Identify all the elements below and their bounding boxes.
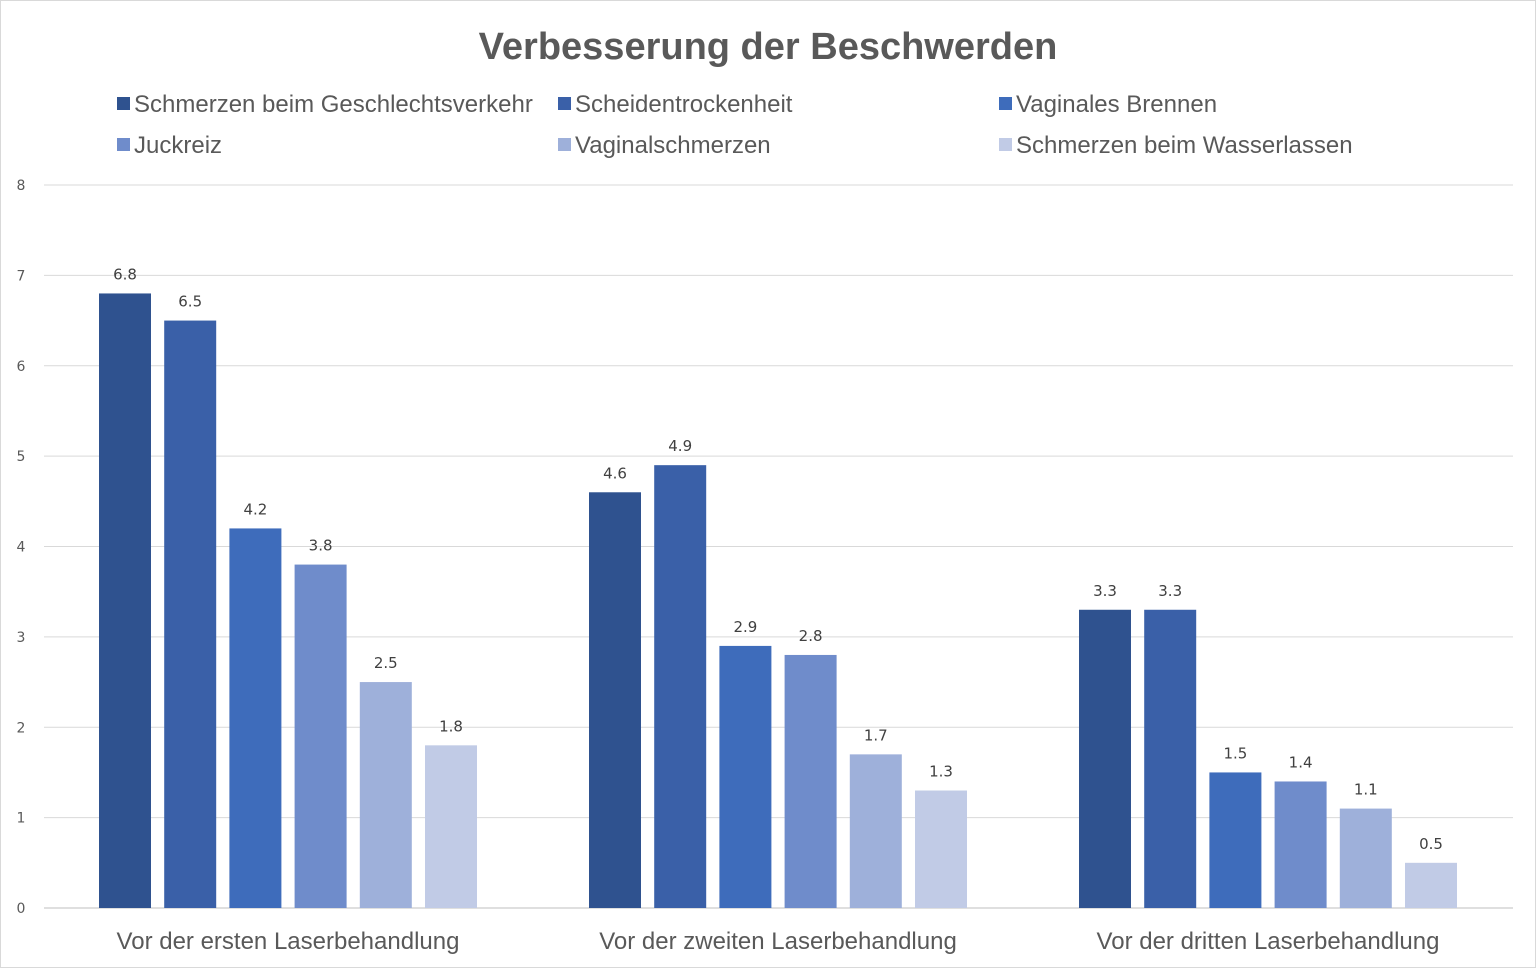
data-label: 6.8 <box>113 265 137 283</box>
legend-item: Schmerzen beim Geschlechtsverkehr <box>117 91 533 118</box>
bar <box>719 645 772 908</box>
y-tick-label: 0 <box>17 901 26 917</box>
bar <box>294 564 347 908</box>
bar <box>589 492 641 908</box>
y-tick-label: 5 <box>17 449 26 465</box>
y-tick-label: 7 <box>17 268 26 284</box>
data-label: 1.8 <box>439 717 463 735</box>
data-label: 2.9 <box>733 618 757 636</box>
legend-item: Scheidentrockenheit <box>558 91 793 118</box>
y-axis: 0 1 2 3 4 5 6 7 8 <box>17 178 26 917</box>
legend-label: Vaginalschmerzen <box>575 132 771 159</box>
data-label: 2.5 <box>374 654 398 672</box>
bar <box>1079 609 1131 908</box>
data-label: 4.2 <box>243 500 267 518</box>
bar <box>915 790 967 908</box>
legend-swatch <box>558 97 571 110</box>
legend-swatch <box>117 138 130 151</box>
legend-item: Schmerzen beim Wasserlassen <box>999 132 1353 159</box>
bar <box>784 654 837 908</box>
bar <box>654 465 707 908</box>
data-label: 1.3 <box>929 763 953 781</box>
y-tick-label: 6 <box>17 359 26 375</box>
bar <box>1339 808 1392 908</box>
x-category-label: Vor der dritten Laserbehandlung <box>1097 928 1440 955</box>
chart-title: Verbesserung der Beschwerden <box>479 26 1058 68</box>
data-label: 3.8 <box>309 537 333 555</box>
legend: Schmerzen beim Geschlechtsverkehr Scheide… <box>117 91 1353 159</box>
legend-item: Juckreiz <box>117 132 222 159</box>
y-tick-label: 8 <box>17 178 26 194</box>
legend-swatch <box>117 97 130 110</box>
data-label: 1.1 <box>1354 781 1378 799</box>
legend-item: Vaginalschmerzen <box>558 132 771 159</box>
data-label: 0.5 <box>1419 835 1443 853</box>
legend-swatch <box>999 97 1012 110</box>
data-label: 4.6 <box>603 464 627 482</box>
bar <box>99 293 151 908</box>
bar <box>229 528 282 908</box>
bar <box>1405 862 1457 908</box>
data-label: 6.5 <box>178 293 202 311</box>
y-tick-label: 2 <box>17 720 26 736</box>
y-tick-label: 1 <box>17 811 26 827</box>
data-label: 3.3 <box>1158 582 1182 600</box>
data-label: 1.5 <box>1223 744 1247 762</box>
legend-label: Schmerzen beim Wasserlassen <box>1016 132 1353 159</box>
bars <box>99 293 1457 908</box>
bar <box>1209 772 1262 908</box>
x-category-label: Vor der zweiten Laserbehandlung <box>599 928 957 955</box>
legend-label: Juckreiz <box>134 132 222 159</box>
y-tick-label: 3 <box>17 630 26 646</box>
data-label: 1.4 <box>1289 753 1313 771</box>
legend-item: Vaginales Brennen <box>999 91 1217 118</box>
data-label: 4.9 <box>668 437 692 455</box>
bar <box>1144 609 1197 908</box>
y-tick-label: 4 <box>17 540 26 556</box>
bar <box>164 320 217 908</box>
legend-label: Schmerzen beim Geschlechtsverkehr <box>134 91 533 118</box>
data-label: 2.8 <box>799 627 823 645</box>
legend-swatch <box>999 138 1012 151</box>
bar <box>1274 781 1327 908</box>
gridlines <box>44 184 1513 909</box>
bar <box>849 754 902 908</box>
legend-swatch <box>558 138 571 151</box>
data-labels: 6.8 4.6 3.3 6.5 4.9 3.3 4.2 2.9 1.5 3.8 2.8 1.4 2.5 1… <box>113 265 1443 852</box>
legend-label: Scheidentrockenheit <box>575 91 793 118</box>
x-axis: Vor der ersten Laserbehandlung Vor der zw… <box>117 928 1440 955</box>
bar <box>359 682 412 908</box>
data-label: 3.3 <box>1093 582 1117 600</box>
x-category-label: Vor der ersten Laserbehandlung <box>117 928 460 955</box>
legend-label: Vaginales Brennen <box>1016 91 1217 118</box>
bar <box>425 745 477 908</box>
data-label: 1.7 <box>864 726 888 744</box>
